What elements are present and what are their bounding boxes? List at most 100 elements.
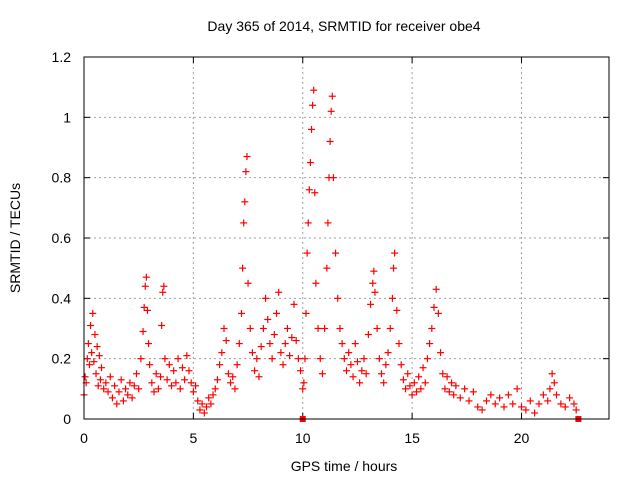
- data-point: [500, 403, 508, 411]
- data-point: [115, 388, 123, 396]
- data-point: [349, 373, 357, 381]
- data-point: [207, 400, 215, 408]
- data-point: [145, 340, 153, 348]
- data-point: [572, 406, 580, 414]
- x-tick-label: 15: [404, 430, 420, 446]
- data-point: [526, 397, 534, 405]
- data-point: [270, 331, 278, 339]
- data-point: [371, 288, 379, 296]
- data-point: [408, 391, 416, 399]
- data-point: [211, 385, 219, 393]
- y-tick-label: 0: [63, 411, 71, 427]
- data-point: [248, 349, 256, 357]
- y-tick-label: 0.8: [52, 170, 72, 186]
- data-point: [92, 370, 100, 378]
- data-point: [264, 315, 272, 323]
- data-point: [281, 340, 289, 348]
- data-point: [430, 303, 438, 311]
- data-point: [128, 394, 136, 402]
- y-tick-label: 1: [63, 109, 71, 125]
- data-point: [88, 349, 96, 357]
- x-tick-label: 20: [514, 430, 530, 446]
- data-point: [334, 294, 342, 302]
- data-point: [402, 385, 410, 393]
- data-point: [213, 376, 221, 384]
- data-point: [548, 370, 556, 378]
- data-point: [146, 361, 154, 369]
- data-point: [183, 352, 191, 360]
- data-point: [279, 361, 287, 369]
- data-point: [299, 385, 307, 393]
- data-point: [309, 101, 317, 109]
- data-point: [397, 361, 405, 369]
- data-point: [448, 379, 455, 387]
- data-point: [306, 159, 314, 167]
- data-point: [437, 349, 445, 357]
- data-point: [367, 300, 375, 308]
- data-point: [382, 361, 390, 369]
- data-point: [364, 331, 372, 339]
- data-point: [360, 355, 368, 363]
- data-point: [117, 376, 125, 384]
- data-point: [104, 388, 112, 396]
- data-point: [83, 355, 91, 363]
- data-point: [553, 391, 560, 399]
- data-points: [80, 86, 582, 422]
- data-point: [283, 325, 291, 332]
- data-point: [243, 153, 251, 161]
- data-point: [240, 219, 248, 227]
- y-tick-label: 0.2: [52, 351, 72, 367]
- data-point: [91, 331, 99, 339]
- data-point: [421, 379, 429, 387]
- data-point: [465, 397, 473, 405]
- data-point: [194, 397, 202, 405]
- data-point: [222, 337, 230, 345]
- data-point: [308, 125, 315, 133]
- x-tick-label: 5: [189, 430, 197, 446]
- data-point: [323, 264, 331, 272]
- data-point: [415, 373, 423, 381]
- x-tick-label: 10: [295, 430, 311, 446]
- data-point: [135, 385, 143, 393]
- data-point: [196, 406, 204, 414]
- plot-frame: [83, 56, 610, 420]
- data-point: [428, 325, 436, 332]
- data-point: [189, 388, 197, 396]
- data-point: [178, 364, 186, 372]
- data-point: [290, 300, 298, 308]
- data-point: [259, 325, 267, 332]
- data-point: [544, 397, 552, 405]
- data-point: [141, 282, 149, 290]
- data-point: [351, 340, 359, 348]
- data-point: [343, 367, 350, 375]
- data-point: [292, 337, 300, 345]
- data-point: [557, 400, 565, 408]
- data-point: [406, 382, 414, 390]
- y-tick-label: 1.2: [52, 49, 72, 65]
- data-point: [316, 355, 324, 363]
- data-point: [301, 355, 309, 363]
- data-point: [452, 382, 460, 390]
- data-point: [483, 397, 490, 405]
- data-point: [304, 219, 312, 227]
- data-point: [286, 352, 294, 360]
- data-point: [550, 379, 558, 387]
- data-point: [390, 264, 398, 272]
- data-point: [187, 379, 195, 387]
- data-point: [233, 361, 241, 369]
- data-point: [384, 349, 392, 357]
- data-point: [174, 355, 182, 363]
- data-point: [106, 373, 114, 381]
- data-point: [163, 376, 171, 384]
- data-point: [391, 249, 399, 257]
- data-point: [423, 355, 431, 363]
- data-point: [84, 340, 92, 348]
- data-point: [522, 406, 530, 414]
- data-point: [165, 361, 173, 369]
- chart-title: Day 365 of 2014, SRMTID for receiver obe…: [207, 18, 480, 34]
- data-point: [224, 370, 232, 378]
- data-point: [268, 355, 276, 363]
- data-point: [262, 294, 270, 302]
- x-tick-label: 0: [80, 430, 88, 446]
